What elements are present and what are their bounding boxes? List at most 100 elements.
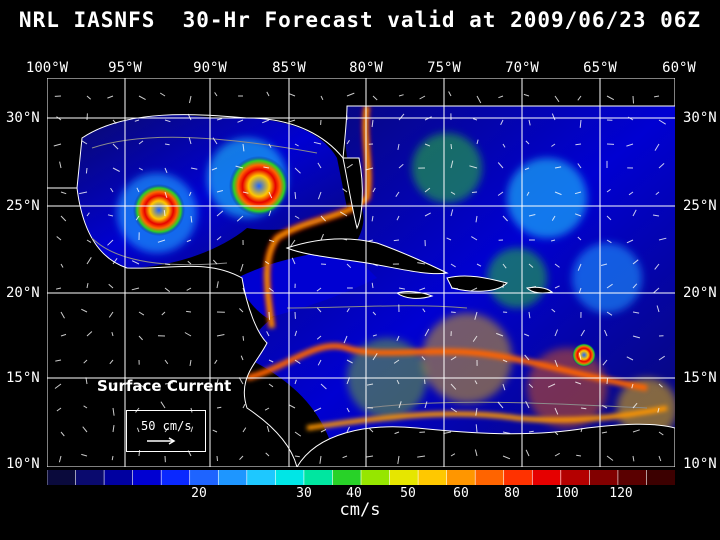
- current-vector: [424, 143, 431, 147]
- current-vector: [554, 452, 560, 457]
- colorbar-swatch: [418, 470, 448, 485]
- current-vector: [346, 139, 350, 145]
- current-vector: [658, 163, 665, 169]
- colorbar-swatch: [332, 470, 362, 485]
- current-vector: [632, 95, 634, 104]
- current-vector: [524, 354, 530, 361]
- lat-label: 15°N: [683, 370, 717, 386]
- current-vector: [112, 407, 115, 416]
- current-vector: [600, 263, 608, 266]
- current-vector: [216, 281, 219, 289]
- current-vector: [554, 285, 560, 289]
- current-vector: [316, 287, 322, 292]
- lon-label: 65°W: [583, 60, 617, 76]
- current-vector: [294, 191, 297, 199]
- current-vector: [262, 119, 270, 124]
- current-vector: [320, 428, 327, 433]
- current-vector: [654, 95, 660, 98]
- current-vector: [160, 401, 166, 409]
- current-vector: [81, 140, 88, 145]
- colorbar-swatch: [589, 470, 619, 485]
- current-vector: [497, 401, 504, 409]
- current-vector: [316, 307, 322, 313]
- current-vector: [472, 335, 478, 342]
- landmasses: [47, 78, 675, 467]
- eddy-western-gulf: [133, 184, 185, 236]
- current-vector: [626, 239, 634, 244]
- colorbar-tick-label: 30: [296, 486, 312, 501]
- current-vector: [60, 431, 65, 437]
- current-vector: [264, 407, 270, 411]
- current-vector: [528, 119, 531, 126]
- north-america-coast: [47, 78, 675, 189]
- current-vector: [450, 453, 456, 457]
- current-vector: [554, 191, 562, 196]
- current-vector: [136, 187, 140, 193]
- current-vector: [240, 263, 244, 272]
- current-vector: [422, 308, 426, 313]
- current-vector: [372, 311, 377, 316]
- colorbar-swatch: [446, 470, 476, 485]
- current-vector: [398, 94, 404, 97]
- current-vector: [81, 453, 88, 457]
- current-vector: [164, 191, 168, 198]
- lon-label: 90°W: [193, 60, 227, 76]
- current-vector: [108, 283, 114, 289]
- colorbar-tick-label: 100: [555, 486, 579, 501]
- current-vector: [294, 359, 301, 365]
- current-vector: [216, 236, 222, 241]
- current-vector: [658, 119, 666, 125]
- current-vector: [653, 287, 660, 294]
- current-vector: [111, 455, 114, 461]
- current-vector: [59, 161, 62, 169]
- current-vector: [397, 143, 400, 150]
- current-vector: [551, 113, 556, 121]
- current-vector: [578, 352, 582, 361]
- current-vector: [554, 359, 558, 367]
- current-vector: [632, 311, 640, 314]
- current-vector: [450, 383, 457, 390]
- current-vector: [111, 331, 114, 337]
- colorbar-swatch: [560, 470, 590, 485]
- current-vector: [86, 257, 92, 265]
- current-vector: [502, 215, 508, 222]
- current-vector: [291, 257, 296, 265]
- lat-label: 20°N: [6, 285, 40, 301]
- current-vector: [157, 239, 166, 243]
- current-vector: [266, 425, 270, 433]
- current-vector: [394, 431, 400, 435]
- current-vector: [86, 95, 92, 100]
- current-vector: [576, 454, 582, 457]
- current-vector: [655, 191, 660, 195]
- current-vector: [577, 95, 582, 101]
- current-vector: [554, 431, 559, 436]
- current-vector: [186, 310, 192, 313]
- current-vector: [268, 311, 270, 320]
- current-vector: [239, 308, 244, 313]
- current-vector: [164, 119, 171, 123]
- colorbar-swatch: [303, 470, 333, 485]
- current-vector: [658, 431, 664, 436]
- current-vector: [396, 379, 400, 385]
- current-vector: [606, 215, 612, 221]
- colorbar-swatch: [47, 470, 77, 485]
- current-vector: [471, 191, 478, 193]
- lon-label: 80°W: [349, 60, 383, 76]
- current-vector: [107, 95, 114, 99]
- current-vector: [606, 239, 612, 244]
- current-vector: [136, 427, 140, 433]
- current-vector: [372, 95, 378, 101]
- current-vector: [346, 377, 351, 385]
- current-vector: [632, 455, 635, 462]
- current-vector: [502, 359, 508, 363]
- current-vector: [574, 191, 582, 195]
- eddy-caribbean: [572, 343, 596, 367]
- current-vector: [450, 356, 457, 361]
- current-vector: [628, 191, 634, 196]
- current-vector: [79, 191, 88, 195]
- current-vector: [190, 215, 193, 223]
- current-vector: [112, 383, 118, 385]
- current-vector: [266, 91, 270, 97]
- colorbar-swatch: [617, 470, 647, 485]
- current-vector: [396, 215, 400, 221]
